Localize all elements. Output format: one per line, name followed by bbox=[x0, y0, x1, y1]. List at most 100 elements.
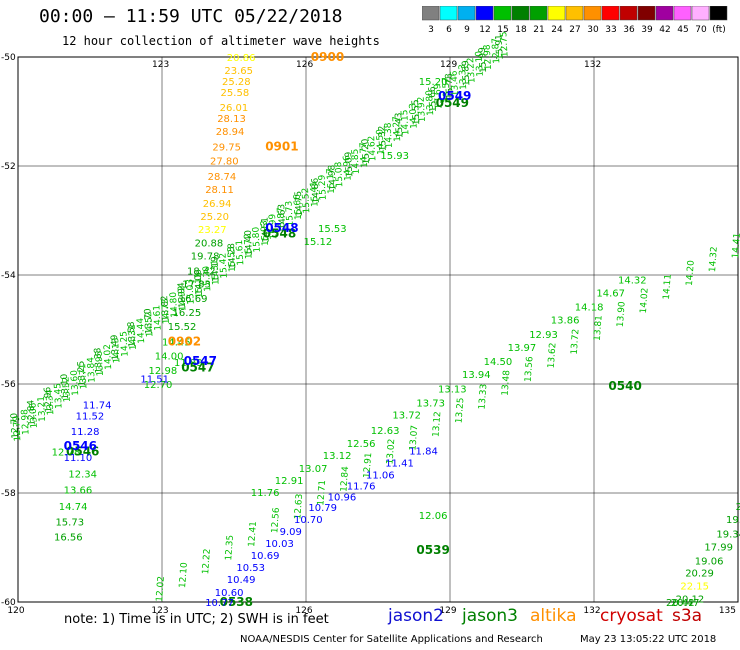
swh-value: 12.70 bbox=[144, 380, 173, 391]
swh-value: 14.19 bbox=[210, 256, 221, 283]
colorbar-label: 18 bbox=[515, 25, 527, 35]
swh-value: 14.18 bbox=[575, 303, 604, 314]
swh-value: 13.06 bbox=[28, 402, 39, 429]
swh-value: 23.27 bbox=[198, 225, 227, 236]
swh-value: 15.31 bbox=[210, 259, 221, 285]
swh-value: 14.32 bbox=[618, 275, 647, 286]
swh-value: 13.95 bbox=[95, 350, 106, 376]
swh-value: 25.28 bbox=[222, 77, 251, 88]
lon-tick-label-top: 129 bbox=[440, 60, 457, 70]
swh-value: 13.86 bbox=[551, 316, 580, 327]
swh-value: 14.31 bbox=[128, 324, 139, 350]
swh-value: 15.66 bbox=[293, 194, 304, 221]
swh-value: 26.01 bbox=[220, 103, 249, 114]
swh-value: 14.52 bbox=[144, 311, 155, 337]
swh-value: 15.20 bbox=[419, 77, 448, 88]
swh-value: 16.69 bbox=[179, 294, 208, 305]
swh-value: 13.66 bbox=[64, 486, 93, 497]
colorbar-swatch bbox=[439, 6, 458, 21]
swh-value: 13.97 bbox=[508, 343, 537, 354]
swh-value: 10.60 bbox=[215, 588, 244, 599]
swh-value: 11.52 bbox=[76, 412, 105, 423]
swh-value: 15.12 bbox=[304, 237, 333, 248]
swh-value: 13.72 bbox=[570, 329, 582, 355]
swh-value: 14.74 bbox=[59, 502, 88, 513]
colorbar-swatch bbox=[457, 6, 476, 21]
swh-value: 12.84 bbox=[26, 399, 37, 426]
swh-value: 13.90 bbox=[616, 301, 628, 328]
swh-value: 20.88 bbox=[195, 238, 224, 249]
swh-value: 15.20 bbox=[202, 265, 213, 292]
pass-time-label: 0546 bbox=[66, 445, 99, 459]
swh-value: 20.84 bbox=[736, 502, 740, 513]
swh-value: 14.61 bbox=[152, 305, 163, 331]
swh-value: 13.94 bbox=[177, 282, 188, 309]
pass-time-label: 0548 bbox=[263, 227, 296, 241]
swh-value: 14.73 bbox=[161, 298, 172, 324]
swh-value: 13.62 bbox=[547, 342, 559, 368]
swh-value: 12.02 bbox=[155, 576, 167, 602]
generation-timestamp: May 23 13:05:22 UTC 2018 bbox=[580, 634, 717, 645]
swh-value: 14.96 bbox=[342, 155, 353, 182]
legend-jason2: jason2 bbox=[388, 606, 444, 626]
swh-value: 10.96 bbox=[328, 492, 357, 503]
swh-value: 14.50 bbox=[484, 357, 513, 368]
swh-value: 12.34 bbox=[68, 469, 97, 480]
swh-value: 11.76 bbox=[251, 488, 280, 499]
wave-height-colorbar: 3 6 9 12 15 18 21 24 27 30 33 36 39 42 45 70 (ft) bbox=[422, 6, 728, 35]
pass-time-label: 0902 bbox=[168, 334, 201, 348]
lon-tick-label: 135 bbox=[719, 606, 736, 616]
swh-value: 13.33 bbox=[478, 384, 490, 410]
map-frame bbox=[17, 56, 739, 603]
swh-value: 14.20 bbox=[685, 260, 697, 287]
swh-value: 11.74 bbox=[83, 401, 112, 412]
units-note: note: 1) Time is in UTC; 2) SWH is in fe… bbox=[64, 612, 329, 627]
page-title: 00:00 – 11:59 UTC 05/22/2018 bbox=[39, 6, 343, 27]
swh-value: 12.87 bbox=[491, 38, 502, 64]
swh-value: 20.12 bbox=[676, 595, 705, 606]
swh-value: 15.52 bbox=[301, 187, 312, 213]
colorbar-label: 15 bbox=[497, 25, 508, 35]
swh-value: 13.07 bbox=[299, 464, 328, 475]
lon-tick-label: 120 bbox=[7, 606, 24, 616]
swh-value: 12.70 bbox=[10, 412, 21, 439]
dense-track-layer: 12.7912.9813.0613.2113.3413.4513.5213.60… bbox=[10, 31, 740, 602]
swh-value: 14.98 bbox=[327, 164, 338, 191]
swh-value: 14.28 bbox=[227, 243, 238, 270]
swh-value: 12.56 bbox=[270, 507, 282, 534]
colorbar-swatch bbox=[583, 6, 602, 21]
colorbar-label: 24 bbox=[551, 25, 563, 35]
pass-time-label: 0546 bbox=[64, 439, 97, 453]
swh-value: 10.77 bbox=[205, 598, 234, 609]
swh-value: 13.82 bbox=[160, 295, 171, 321]
colorbar-label: 45 bbox=[677, 25, 688, 35]
lat-tick-label: -56 bbox=[1, 380, 16, 390]
swh-value: 14.41 bbox=[731, 232, 740, 258]
colorbar-label: 6 bbox=[446, 25, 452, 35]
swh-value: 20.47 bbox=[671, 598, 700, 609]
lat-tick-label: -60 bbox=[1, 598, 16, 608]
swh-value: 28.13 bbox=[217, 114, 246, 125]
swh-value: 12.84 bbox=[339, 466, 351, 493]
swh-value: 12.96 bbox=[43, 386, 54, 413]
swh-value: 13.38 bbox=[93, 347, 104, 374]
swh-value: 14.50 bbox=[375, 129, 386, 156]
swh-value: 13.45 bbox=[53, 383, 64, 409]
swh-value: 12.22 bbox=[201, 548, 213, 574]
swh-value: 12.93 bbox=[529, 330, 558, 341]
swh-value: 15.53 bbox=[318, 224, 347, 235]
swh-value: 15.08 bbox=[334, 161, 345, 188]
swh-value: 13.07 bbox=[408, 425, 420, 451]
swh-value: 13.72 bbox=[392, 411, 421, 422]
swh-value: 12.91 bbox=[362, 452, 374, 478]
swh-value: 15.66 bbox=[428, 86, 439, 113]
pass-time-label: 0539 bbox=[416, 543, 449, 557]
colorbar-swatch bbox=[511, 6, 530, 21]
swh-value: 14.77 bbox=[359, 142, 370, 168]
swh-value: 14.40 bbox=[244, 229, 255, 256]
lon-tick-label: 132 bbox=[583, 606, 600, 616]
swh-value: 13.34 bbox=[45, 389, 56, 416]
colorbar-label: 42 bbox=[659, 25, 670, 35]
swh-value: 22.15 bbox=[680, 582, 709, 593]
swh-value: 26.94 bbox=[203, 199, 232, 210]
